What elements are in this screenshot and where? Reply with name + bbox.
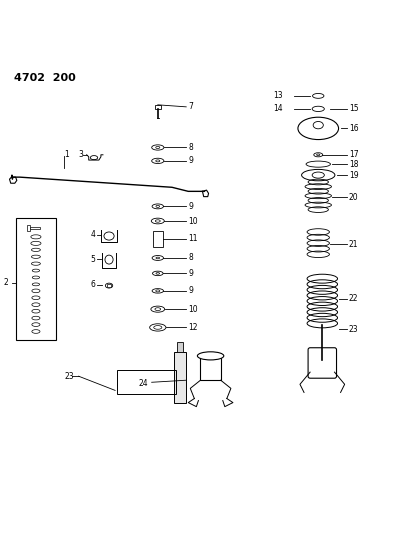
Text: 10: 10 (188, 305, 198, 313)
Bar (175, 352, 186, 402)
Bar (27, 225, 30, 231)
Ellipse shape (32, 303, 40, 306)
Ellipse shape (31, 241, 41, 245)
Text: 17: 17 (349, 150, 358, 159)
Ellipse shape (32, 276, 40, 279)
Bar (117, 370, 176, 394)
Ellipse shape (32, 316, 40, 320)
Text: 8: 8 (188, 143, 193, 152)
Text: 2: 2 (3, 278, 8, 287)
Bar (107, 285, 111, 287)
Bar (155, 105, 161, 109)
Ellipse shape (198, 352, 224, 360)
Bar (30, 227, 40, 229)
Bar (200, 356, 221, 380)
Text: 1: 1 (64, 150, 69, 159)
Text: 9: 9 (188, 156, 193, 165)
Text: 22: 22 (349, 295, 358, 303)
Ellipse shape (32, 330, 40, 333)
Ellipse shape (31, 262, 40, 265)
Text: 4: 4 (91, 230, 96, 239)
Bar (177, 342, 183, 352)
Text: 5: 5 (91, 255, 96, 264)
Ellipse shape (32, 269, 40, 272)
Text: 10: 10 (188, 216, 198, 225)
Ellipse shape (31, 255, 40, 259)
Text: 9: 9 (188, 202, 193, 211)
Text: 15: 15 (349, 104, 358, 114)
Bar (16, 218, 56, 340)
Text: 21: 21 (349, 240, 358, 249)
Text: 6: 6 (91, 280, 96, 289)
Text: 11: 11 (188, 235, 198, 244)
Text: 9: 9 (188, 286, 193, 295)
Text: 24: 24 (138, 378, 148, 387)
Text: 23: 23 (64, 372, 74, 381)
Ellipse shape (31, 235, 41, 239)
Text: 18: 18 (349, 159, 358, 168)
Ellipse shape (32, 289, 40, 293)
Ellipse shape (32, 309, 40, 313)
Ellipse shape (32, 296, 40, 300)
Text: 16: 16 (349, 124, 358, 133)
Text: 12: 12 (188, 323, 198, 332)
Text: 7: 7 (188, 102, 193, 111)
Ellipse shape (32, 323, 40, 326)
Text: 8: 8 (188, 254, 193, 262)
Text: 14: 14 (274, 104, 283, 114)
Text: 13: 13 (274, 91, 283, 100)
Text: 23: 23 (349, 325, 358, 334)
Text: 9: 9 (188, 269, 193, 278)
Text: 19: 19 (349, 171, 358, 180)
Text: 20: 20 (349, 193, 358, 202)
Text: 3: 3 (79, 150, 83, 159)
Text: 4702  200: 4702 200 (13, 72, 75, 83)
Ellipse shape (31, 248, 40, 252)
Ellipse shape (32, 283, 40, 286)
Bar (153, 231, 163, 247)
